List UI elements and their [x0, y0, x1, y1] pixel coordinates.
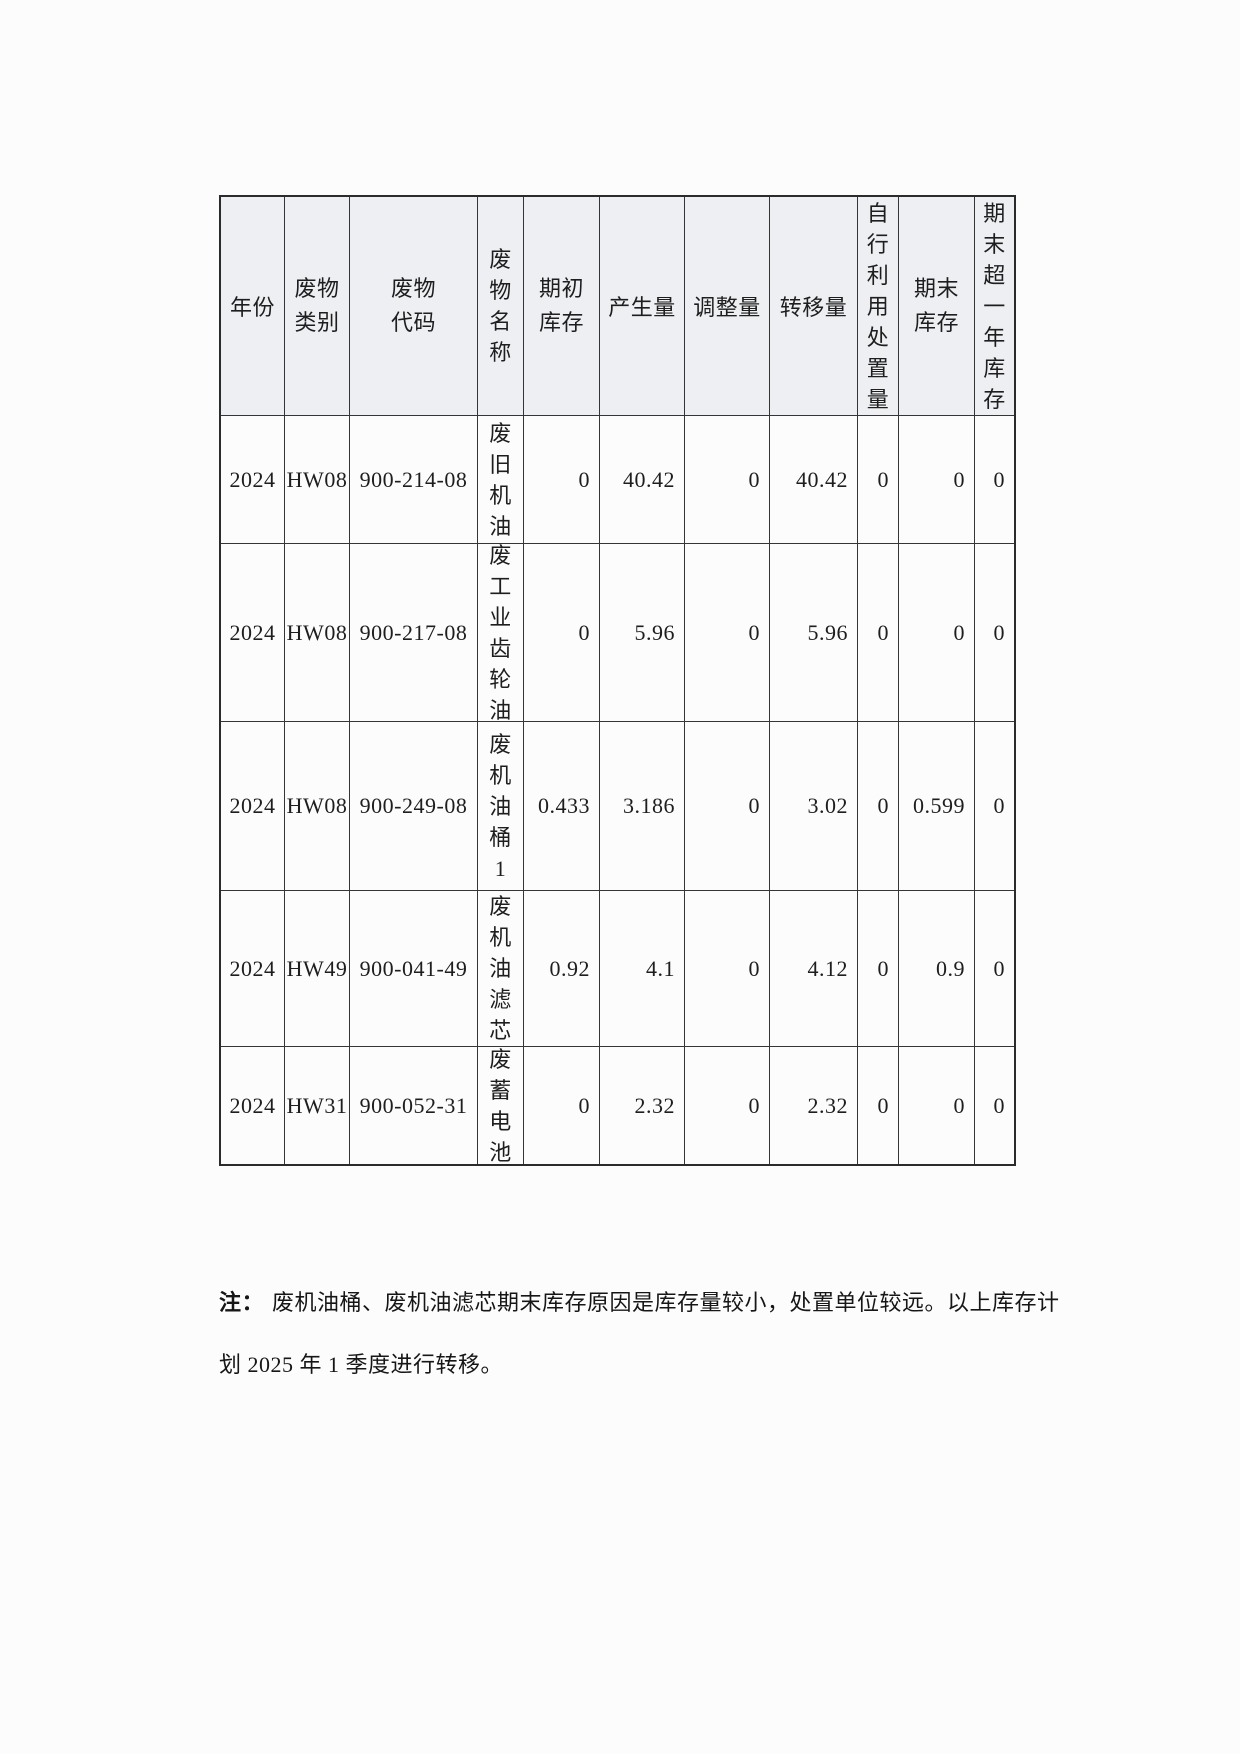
- cell-waste-code: 900-249-08: [350, 722, 478, 891]
- cell-opening-inventory: 0: [524, 544, 600, 722]
- column-header-over-one-year-inventory: 期 末 超 一 年 库 存: [975, 197, 1014, 416]
- cell-waste-category: HW08: [285, 722, 350, 891]
- cell-generated-amount: 2.32: [600, 1047, 685, 1164]
- cell-year: 2024: [221, 722, 285, 891]
- cell-waste-code: 900-041-49: [350, 891, 478, 1047]
- cell-opening-inventory: 0: [524, 416, 600, 544]
- cell-self-disposal-amount: 0: [858, 416, 899, 544]
- cell-transferred-amount: 2.32: [770, 1047, 858, 1164]
- column-header-waste-code: 废物 代码: [350, 197, 478, 416]
- cell-transferred-amount: 4.12: [770, 891, 858, 1047]
- waste-inventory-table: 年份 废物 类别 废物 代码 废 物 名 称 期初 库存 产生量 调整量 转移量…: [219, 195, 1016, 1166]
- cell-adjusted-amount: 0: [685, 722, 770, 891]
- column-header-transferred-amount: 转移量: [770, 197, 858, 416]
- cell-waste-name: 废 蓄 电 池: [478, 1047, 524, 1164]
- footnote-label: 注：: [219, 1290, 265, 1315]
- cell-ending-inventory: 0.9: [899, 891, 975, 1047]
- cell-year: 2024: [221, 891, 285, 1047]
- cell-waste-category: HW49: [285, 891, 350, 1047]
- cell-generated-amount: 4.1: [600, 891, 685, 1047]
- column-header-ending-inventory: 期末 库存: [899, 197, 975, 416]
- column-header-year: 年份: [221, 197, 285, 416]
- column-header-waste-category: 废物 类别: [285, 197, 350, 416]
- cell-year: 2024: [221, 544, 285, 722]
- cell-year: 2024: [221, 1047, 285, 1164]
- column-header-generated-amount: 产生量: [600, 197, 685, 416]
- cell-opening-inventory: 0: [524, 1047, 600, 1164]
- cell-waste-name: 废 机 油 桶 1: [478, 722, 524, 891]
- cell-ending-inventory: 0: [899, 416, 975, 544]
- cell-adjusted-amount: 0: [685, 416, 770, 544]
- cell-waste-name: 废 机 油 滤 芯: [478, 891, 524, 1047]
- cell-waste-category: HW08: [285, 416, 350, 544]
- cell-over-one-year-inventory: 0: [975, 722, 1014, 891]
- cell-ending-inventory: 0: [899, 1047, 975, 1164]
- column-header-adjusted-amount: 调整量: [685, 197, 770, 416]
- cell-opening-inventory: 0.92: [524, 891, 600, 1047]
- cell-year: 2024: [221, 416, 285, 544]
- cell-adjusted-amount: 0: [685, 544, 770, 722]
- column-header-opening-inventory: 期初 库存: [524, 197, 600, 416]
- cell-generated-amount: 3.186: [600, 722, 685, 891]
- column-header-self-disposal-amount: 自 行 利 用 处 置 量: [858, 197, 899, 416]
- cell-generated-amount: 5.96: [600, 544, 685, 722]
- cell-ending-inventory: 0.599: [899, 722, 975, 891]
- cell-waste-name: 废 旧 机 油: [478, 416, 524, 544]
- cell-self-disposal-amount: 0: [858, 891, 899, 1047]
- column-header-waste-name: 废 物 名 称: [478, 197, 524, 416]
- cell-waste-category: HW08: [285, 544, 350, 722]
- cell-waste-category: HW31: [285, 1047, 350, 1164]
- cell-waste-code: 900-217-08: [350, 544, 478, 722]
- footnote-line-2: 划 2025 年 1 季度进行转移。: [219, 1352, 504, 1377]
- cell-ending-inventory: 0: [899, 544, 975, 722]
- footnote-text-1: 废机油桶、废机油滤芯期末库存原因是库存量较小，处置单位较远。以上库存计: [272, 1290, 1060, 1315]
- footnote: 注： 废机油桶、废机油滤芯期末库存原因是库存量较小，处置单位较远。以上库存计 划 …: [219, 1272, 1059, 1396]
- cell-over-one-year-inventory: 0: [975, 416, 1014, 544]
- cell-self-disposal-amount: 0: [858, 1047, 899, 1164]
- cell-self-disposal-amount: 0: [858, 544, 899, 722]
- cell-over-one-year-inventory: 0: [993, 1092, 1005, 1118]
- cell-transferred-amount: 40.42: [770, 416, 858, 544]
- cell-waste-code: 900-214-08: [350, 416, 478, 544]
- cell-self-disposal-amount: 0: [858, 722, 899, 891]
- footnote-line-1: 注： 废机油桶、废机油滤芯期末库存原因是库存量较小，处置单位较远。以上库存计: [219, 1272, 1059, 1334]
- cell-adjusted-amount: 0: [685, 1047, 770, 1164]
- cell-over-one-year-inventory: 0: [975, 544, 1014, 722]
- cell-waste-code: 900-052-31: [350, 1047, 478, 1164]
- cell-adjusted-amount: 0: [685, 891, 770, 1047]
- cell-waste-name: 废 工 业 齿 轮 油: [478, 544, 524, 722]
- cell-opening-inventory: 0.433: [524, 722, 600, 891]
- cell-over-one-year-inventory: 0: [975, 891, 1014, 1047]
- cell-transferred-amount: 5.96: [770, 544, 858, 722]
- cell-generated-amount: 40.42: [600, 416, 685, 544]
- cell-transferred-amount: 3.02: [770, 722, 858, 891]
